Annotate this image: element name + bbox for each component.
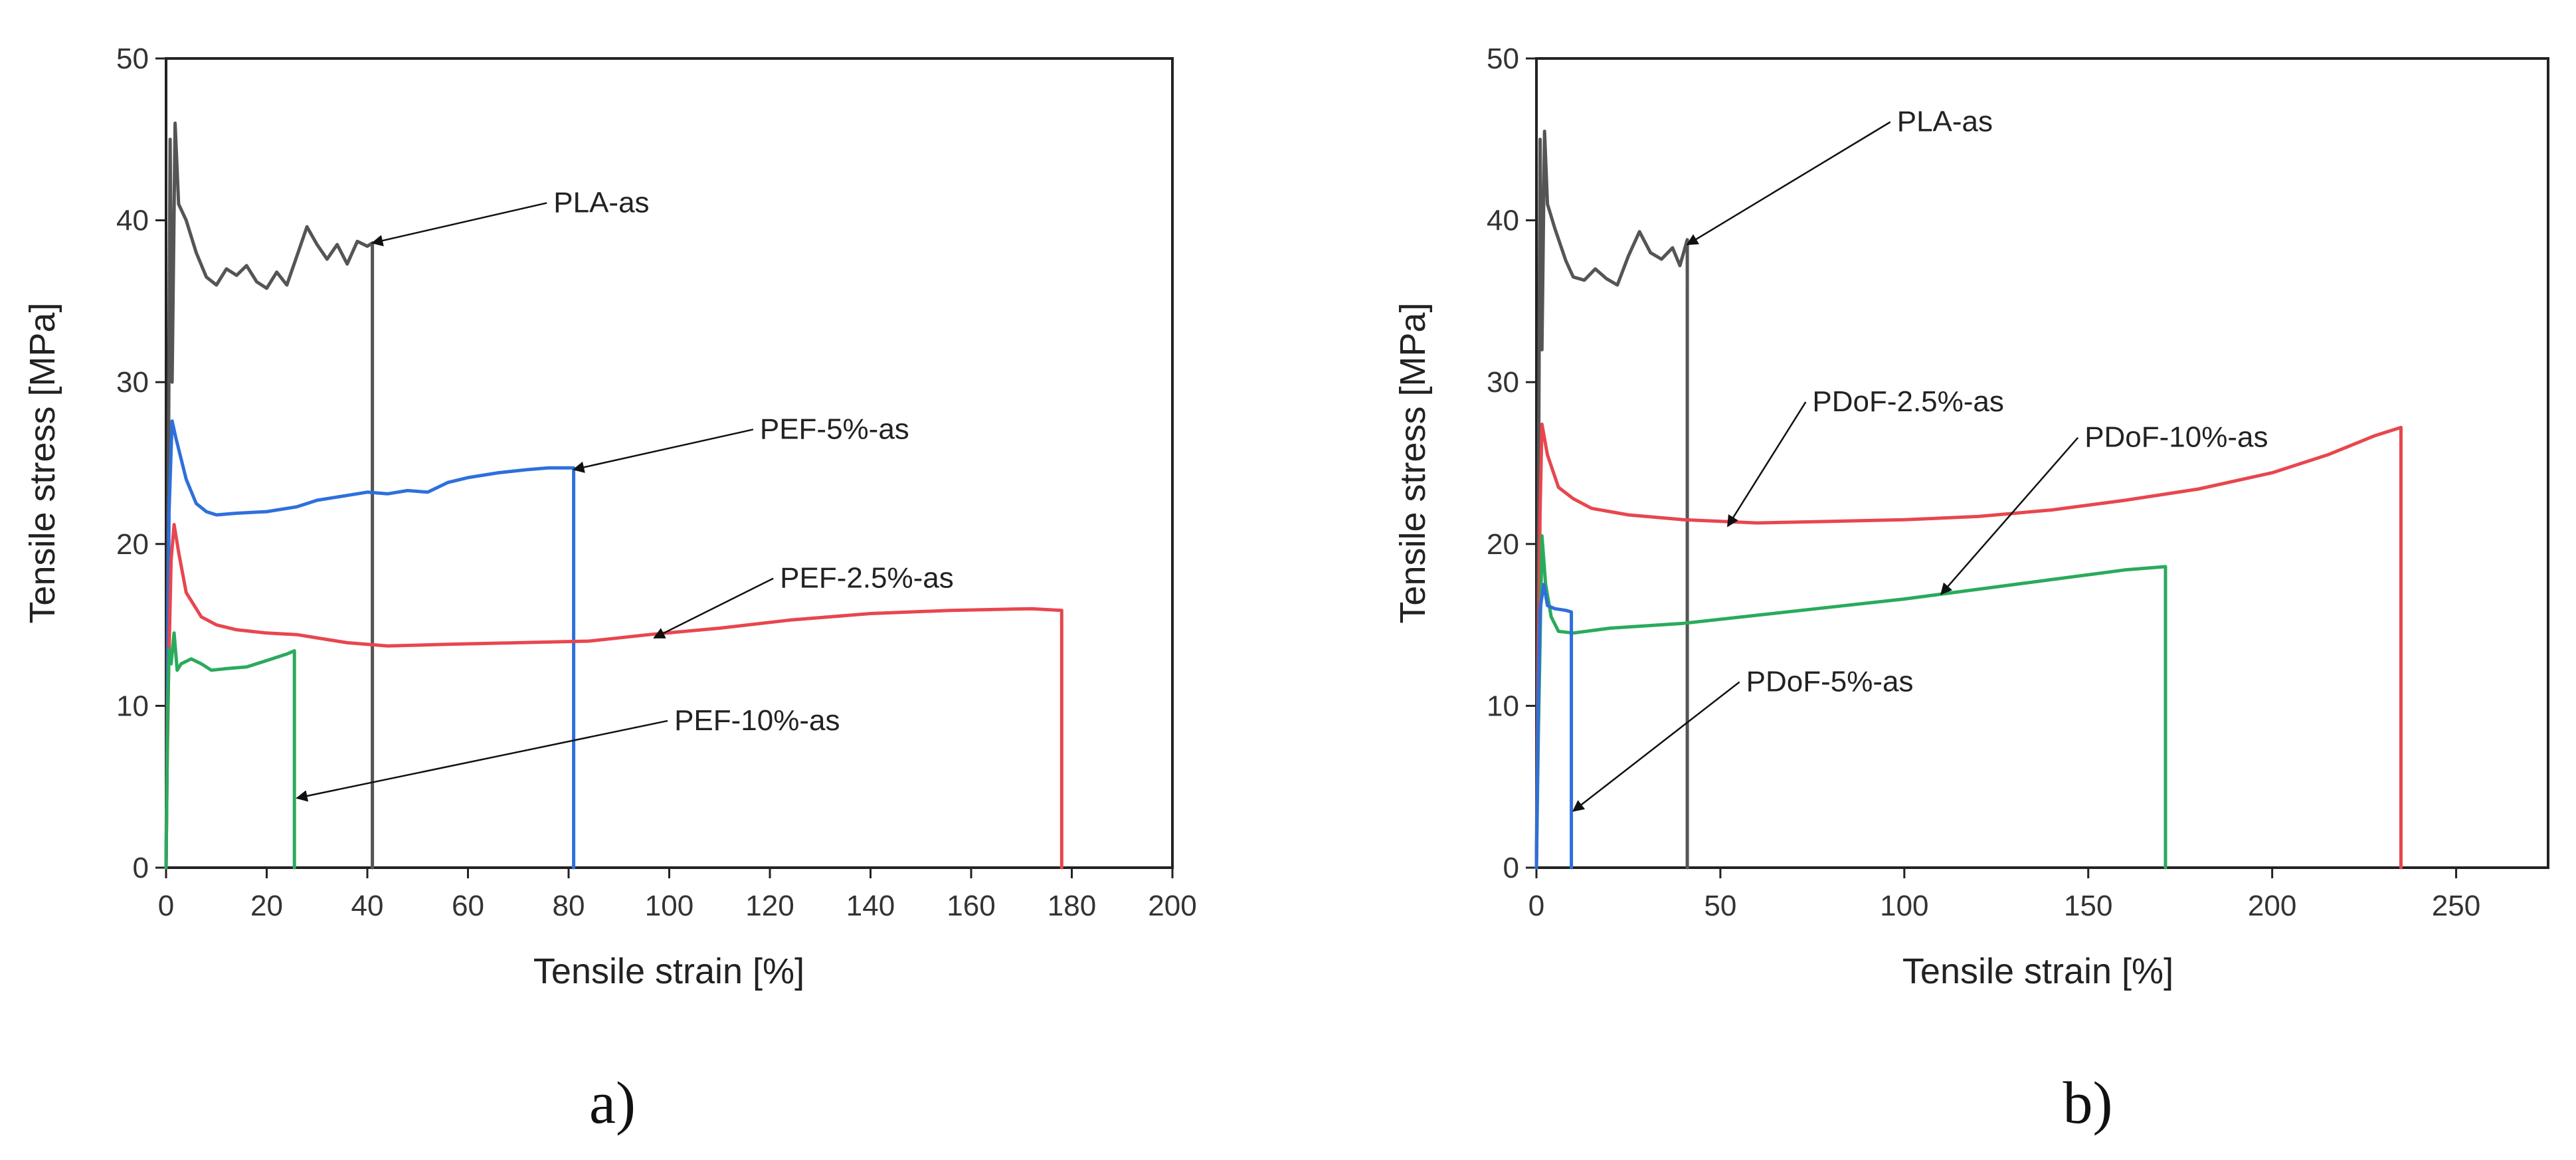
plot-frame-b [1535, 57, 2549, 869]
x-tick-label-a-100: 100 [645, 890, 693, 922]
y-tick-label-b-0: 0 [1503, 852, 1519, 884]
annotation-label-pdof-10pct-as-b: PDoF-10%-as [2084, 421, 2268, 454]
y-axis-label-a: Tensile stress [MPa] [23, 302, 62, 623]
y-tick-label-b-20: 20 [1487, 528, 1519, 561]
series-line-pef-2-5pct-as-a [164, 523, 1063, 870]
x-ticks-b: 0 50 100 150 200 250 [1528, 868, 2480, 922]
y-tick-label-b-10: 10 [1487, 690, 1519, 722]
annotation-label-pdof-5pct-as-b: PDoF-5%-as [1746, 665, 1914, 698]
y-tick-label-a-20: 20 [116, 528, 149, 561]
series-line-pdof-2-5pct-as-b [1534, 423, 2403, 870]
annotation-label-pla-as-b: PLA-as [1897, 106, 1993, 138]
panel-label-a: a) [589, 1070, 636, 1136]
series-group-b [1534, 130, 2403, 870]
annotation-arrow-pef-10pct-as-a [296, 720, 668, 802]
plot-frame-a [165, 57, 1174, 869]
annotation-label-pef-5pct-as-a: PEF-5%-as [760, 413, 909, 445]
x-tick-label-b-250: 250 [2432, 890, 2480, 922]
x-tick-label-b-50: 50 [1704, 890, 1736, 922]
annotations-a: PLA-as PEF-5%-as PEF-2.5%-as PEF-10%-as [296, 186, 954, 802]
annotation-label-pef-10pct-as-a: PEF-10%-as [674, 704, 840, 737]
annotation-label-pef-2-5pct-as-a: PEF-2.5%-as [780, 562, 954, 595]
series-line-pef-5pct-as-a [164, 419, 576, 870]
annotation-arrow-pef-2-5pct-as-a [653, 577, 774, 639]
annotations-b: PLA-as PDoF-2.5%-as PDoF-10%-as PDoF-5%-as [1572, 106, 2268, 812]
annotation-arrow-pdof-2-5pct-as-b [1726, 401, 1807, 528]
annotation-arrow-pdof-10pct-as-b [1940, 436, 2079, 595]
annotation-label-pdof-2-5pct-as-b: PDoF-2.5%-as [1812, 385, 2004, 418]
series-line-pdof-10pct-as-b [1534, 534, 2167, 870]
y-ticks-a: 0 10 20 30 40 50 [116, 43, 166, 884]
x-tick-label-a-140: 140 [846, 890, 895, 922]
x-axis-label-b: Tensile strain [%] [1902, 951, 2173, 991]
y-tick-label-a-0: 0 [133, 852, 149, 884]
series-line-pef-10pct-as-a [164, 631, 296, 870]
y-tick-label-a-50: 50 [116, 43, 149, 75]
annotation-arrow-pla-as-b [1686, 121, 1891, 246]
series-group-a [164, 121, 1063, 870]
x-tick-label-a-40: 40 [351, 890, 384, 922]
y-tick-label-b-50: 50 [1487, 43, 1519, 75]
y-tick-label-a-40: 40 [116, 205, 149, 237]
x-tick-label-a-180: 180 [1048, 890, 1096, 922]
x-tick-label-a-200: 200 [1148, 890, 1196, 922]
chart-panel-b: 0 10 20 30 40 50 0 50 100 150 200 250 PLA-as PDoF-2… [1393, 43, 2549, 991]
x-tick-label-a-0: 0 [158, 890, 174, 922]
x-tick-label-a-160: 160 [947, 890, 995, 922]
panel-label-b: b) [2063, 1070, 2113, 1136]
x-tick-label-b-100: 100 [1880, 890, 1928, 922]
x-tick-label-b-150: 150 [2064, 890, 2112, 922]
x-tick-label-b-200: 200 [2248, 890, 2296, 922]
y-tick-label-b-40: 40 [1487, 205, 1519, 237]
x-axis-label-a: Tensile strain [%] [533, 951, 804, 991]
y-tick-label-a-10: 10 [116, 690, 149, 722]
y-ticks-b: 0 10 20 30 40 50 [1487, 43, 1536, 884]
annotation-arrow-pdof-5pct-as-b [1572, 681, 1740, 812]
x-tick-label-a-20: 20 [250, 890, 283, 922]
x-tick-label-a-80: 80 [553, 890, 585, 922]
x-tick-label-a-60: 60 [452, 890, 484, 922]
y-tick-label-a-30: 30 [116, 366, 149, 399]
x-tick-label-a-120: 120 [745, 890, 794, 922]
y-tick-label-b-30: 30 [1487, 366, 1519, 399]
annotation-label-pla-as-a: PLA-as [553, 186, 649, 219]
x-tick-label-b-0: 0 [1528, 890, 1544, 922]
y-axis-label-b: Tensile stress [MPa] [1393, 302, 1433, 623]
annotation-arrow-pef-5pct-as-a [572, 429, 754, 473]
x-ticks-a: 0 20 40 60 80 100 120 140 160 180 200 [158, 868, 1197, 922]
series-line-pla-as-b [1534, 130, 1689, 870]
annotation-arrow-pla-as-a [371, 202, 547, 246]
series-line-pdof-5pct-as-b [1534, 583, 1574, 870]
series-line-pla-as-a [164, 121, 375, 870]
